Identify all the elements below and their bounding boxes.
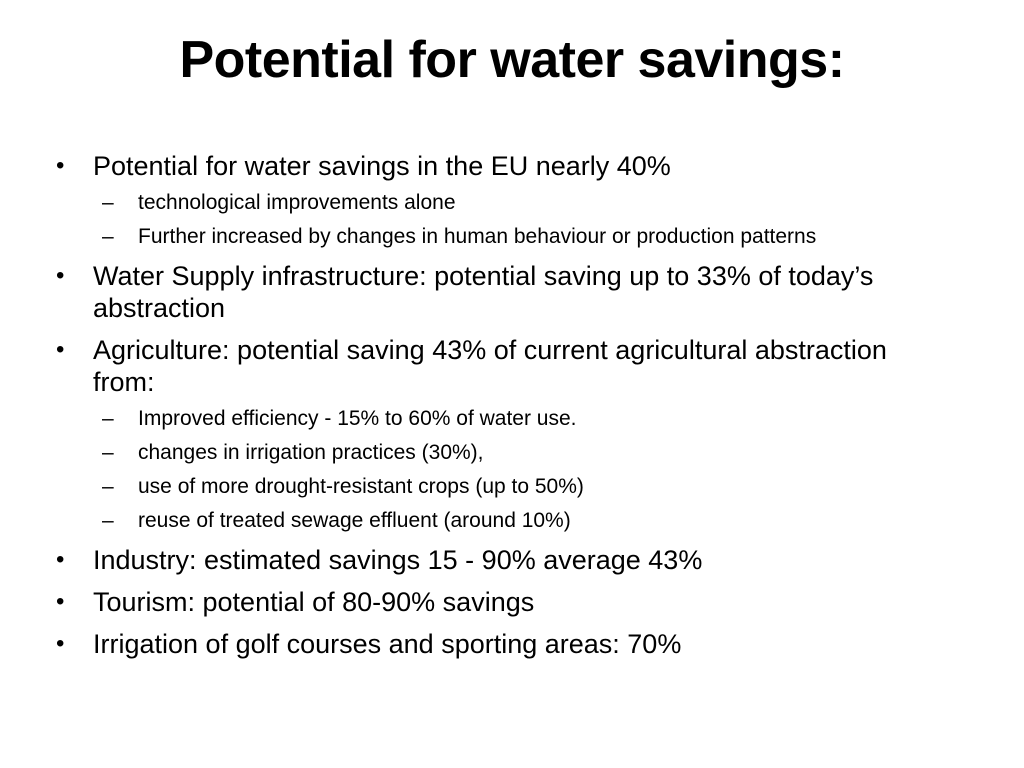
dash-icon: –: [102, 191, 114, 214]
bullet-text: Irrigation of golf courses and sporting …: [93, 629, 682, 659]
slide-title: Potential for water savings:: [179, 31, 845, 89]
bullet-item: • Industry: estimated savings 15 - 90% a…: [56, 544, 936, 576]
sub-bullet-text: changes in irrigation practices (30%),: [138, 441, 484, 464]
bullet-text: Industry: estimated savings 15 - 90% ave…: [93, 545, 703, 575]
dash-icon: –: [102, 225, 114, 248]
bullet-icon: •: [56, 152, 65, 179]
sub-bullet-text: reuse of treated sewage effluent (around…: [138, 509, 571, 532]
sub-bullet-item: – use of more drought-resistant crops (u…: [56, 473, 936, 500]
bullet-text: Agriculture: potential saving 43% of cur…: [93, 335, 887, 397]
bullet-icon: •: [56, 588, 65, 615]
sub-bullet-list: – technological improvements alone – Fur…: [56, 189, 936, 250]
dash-icon: –: [102, 407, 114, 430]
bullet-list: • Potential for water savings in the EU …: [56, 150, 936, 660]
sub-bullet-list: – Improved efficiency - 15% to 60% of wa…: [56, 405, 936, 534]
bullet-item: • Tourism: potential of 80-90% savings: [56, 586, 936, 618]
sub-bullet-item: – reuse of treated sewage effluent (arou…: [56, 507, 936, 534]
sub-bullet-item: – Improved efficiency - 15% to 60% of wa…: [56, 405, 936, 432]
bullet-icon: •: [56, 262, 65, 289]
sub-bullet-item: – changes in irrigation practices (30%),: [56, 439, 936, 466]
bullet-text: Tourism: potential of 80-90% savings: [93, 587, 535, 617]
bullet-text: Potential for water savings in the EU ne…: [93, 151, 671, 181]
dash-icon: –: [102, 475, 114, 498]
bullet-item: • Water Supply infrastructure: potential…: [56, 260, 936, 324]
bullet-item: • Irrigation of golf courses and sportin…: [56, 628, 936, 660]
bullet-item: • Potential for water savings in the EU …: [56, 150, 936, 182]
sub-bullet-text: Further increased by changes in human be…: [138, 225, 817, 248]
dash-icon: –: [102, 509, 114, 532]
dash-icon: –: [102, 441, 114, 464]
bullet-item: • Agriculture: potential saving 43% of c…: [56, 334, 936, 398]
sub-bullet-item: – technological improvements alone: [56, 189, 936, 216]
bullet-text: Water Supply infrastructure: potential s…: [93, 261, 874, 323]
bullet-icon: •: [56, 546, 65, 573]
bullet-icon: •: [56, 336, 65, 363]
sub-bullet-text: technological improvements alone: [138, 191, 456, 214]
bullet-icon: •: [56, 630, 65, 657]
sub-bullet-text: use of more drought-resistant crops (up …: [138, 475, 584, 498]
sub-bullet-text: Improved efficiency - 15% to 60% of wate…: [138, 407, 577, 430]
sub-bullet-item: – Further increased by changes in human …: [56, 223, 936, 250]
